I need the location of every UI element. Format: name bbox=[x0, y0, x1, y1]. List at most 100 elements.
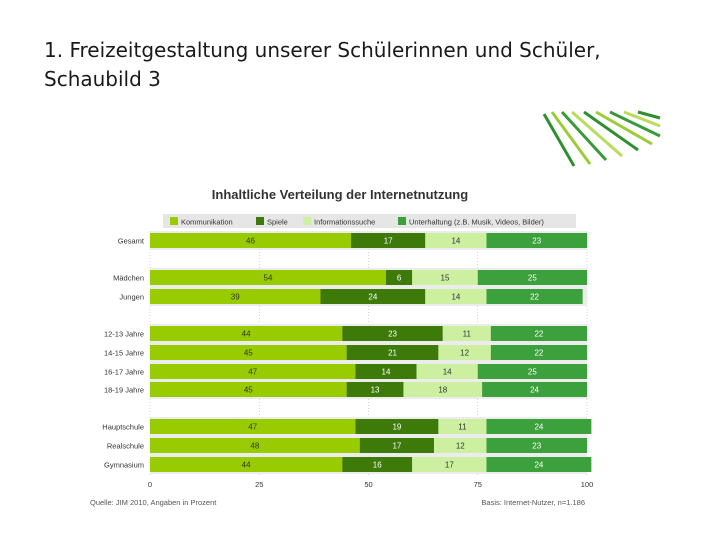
bar-segment bbox=[438, 345, 491, 360]
bar-segment bbox=[355, 419, 439, 434]
bar-segment bbox=[486, 233, 587, 248]
data-label: 15 bbox=[441, 274, 450, 283]
data-label: 19 bbox=[392, 423, 401, 432]
bar-segment bbox=[150, 419, 356, 434]
data-label: 47 bbox=[248, 423, 257, 432]
data-label: 14 bbox=[443, 368, 452, 377]
bar-segment bbox=[403, 382, 483, 397]
data-label: 44 bbox=[242, 330, 251, 339]
data-label: 23 bbox=[532, 442, 541, 451]
data-label: 23 bbox=[388, 330, 397, 339]
x-tick-label: 25 bbox=[255, 480, 263, 489]
data-label: 25 bbox=[528, 274, 537, 283]
data-label: 54 bbox=[264, 274, 273, 283]
bar-segment bbox=[412, 270, 478, 285]
bar-segment bbox=[486, 457, 592, 472]
bar-segment bbox=[150, 326, 343, 341]
bar-segment bbox=[486, 289, 583, 304]
legend-swatch bbox=[398, 217, 406, 225]
data-label: 6 bbox=[397, 274, 402, 283]
source-note: Quelle: JIM 2010, Angaben in Prozent bbox=[90, 498, 217, 507]
data-label: 14 bbox=[451, 293, 460, 302]
data-label: 24 bbox=[530, 386, 539, 395]
data-label: 48 bbox=[250, 442, 259, 451]
bar-segment bbox=[359, 438, 435, 453]
bar-segment bbox=[150, 345, 347, 360]
data-label: 21 bbox=[388, 349, 397, 358]
category-label: 12-13 Jahre bbox=[104, 330, 144, 339]
category-label: Mädchen bbox=[113, 274, 144, 283]
bar-segment bbox=[150, 270, 386, 285]
data-label: 17 bbox=[445, 461, 454, 470]
basis-note: Basis: Internet-Nutzer, n=1.186 bbox=[481, 498, 585, 507]
bar-segment bbox=[486, 438, 587, 453]
bar-segment bbox=[416, 364, 478, 379]
data-label: 24 bbox=[534, 461, 543, 470]
data-label: 22 bbox=[534, 330, 543, 339]
decorative-stripes-graphic bbox=[542, 110, 661, 167]
bar-segment bbox=[150, 438, 360, 453]
bar-segment bbox=[150, 457, 343, 472]
data-label: 16 bbox=[373, 461, 382, 470]
bar-segment bbox=[425, 233, 487, 248]
bar-segment bbox=[442, 326, 491, 341]
x-tick-label: 100 bbox=[581, 480, 594, 489]
data-label: 12 bbox=[460, 349, 469, 358]
data-label: 13 bbox=[371, 386, 380, 395]
data-label: 47 bbox=[248, 368, 257, 377]
bar-segment bbox=[486, 419, 592, 434]
data-label: 14 bbox=[451, 237, 460, 246]
bar-segment bbox=[482, 382, 587, 397]
x-tick-label: 75 bbox=[474, 480, 482, 489]
data-label: 11 bbox=[463, 330, 472, 339]
legend-label: Kommunikation bbox=[181, 218, 233, 227]
bar-segment bbox=[490, 345, 587, 360]
data-label: 22 bbox=[534, 349, 543, 358]
bar-segment bbox=[342, 326, 443, 341]
data-label: 12 bbox=[456, 442, 465, 451]
slide-title: 1. Freizeitgestaltung unserer Schülerinn… bbox=[44, 38, 601, 91]
legend-label: Unterhaltung (z.B. Musik, Videos, Bilder… bbox=[409, 218, 544, 227]
data-label: 23 bbox=[532, 237, 541, 246]
category-label: 14-15 Jahre bbox=[104, 349, 144, 358]
bar-segment bbox=[150, 233, 352, 248]
data-label: 46 bbox=[246, 237, 255, 246]
category-label: Realschule bbox=[107, 442, 144, 451]
data-label: 45 bbox=[244, 386, 253, 395]
bar-segment bbox=[150, 382, 347, 397]
data-label: 39 bbox=[231, 293, 240, 302]
legend-swatch bbox=[170, 217, 178, 225]
bar-segment bbox=[320, 289, 426, 304]
bar-segment bbox=[477, 270, 587, 285]
category-label: 16-17 Jahre bbox=[104, 368, 144, 377]
chart-title: Inhaltliche Verteilung der Internetnutzu… bbox=[212, 187, 468, 202]
data-label: 25 bbox=[528, 368, 537, 377]
bar-segment bbox=[385, 270, 413, 285]
data-label: 18 bbox=[438, 386, 447, 395]
legend-swatch bbox=[256, 217, 264, 225]
data-label: 17 bbox=[392, 442, 401, 451]
bar-segment bbox=[412, 457, 487, 472]
category-label: 18-19 Jahre bbox=[104, 386, 144, 395]
legend-background bbox=[163, 214, 576, 228]
bar-segment bbox=[490, 326, 587, 341]
data-label: 24 bbox=[368, 293, 377, 302]
x-tick-label: 50 bbox=[364, 480, 372, 489]
x-tick-label: 0 bbox=[148, 480, 152, 489]
data-label: 17 bbox=[384, 237, 393, 246]
bar-segment bbox=[346, 382, 404, 397]
bar-segment bbox=[150, 289, 321, 304]
bar-segment bbox=[342, 457, 413, 472]
data-label: 11 bbox=[458, 423, 467, 432]
category-label: Hauptschule bbox=[102, 423, 144, 432]
bar-segment bbox=[425, 289, 487, 304]
data-label: 45 bbox=[244, 349, 253, 358]
data-label: 24 bbox=[534, 423, 543, 432]
data-label: 14 bbox=[382, 368, 391, 377]
bar-segment bbox=[346, 345, 439, 360]
legend-swatch bbox=[303, 217, 311, 225]
legend-label: Informationssuche bbox=[314, 218, 375, 227]
category-label: Gesamt bbox=[118, 237, 145, 246]
category-label: Gymnasium bbox=[104, 461, 144, 470]
